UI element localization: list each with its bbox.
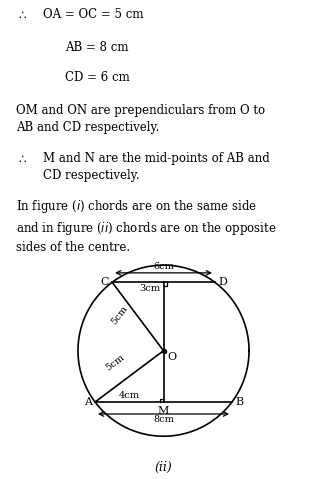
Text: A: A bbox=[84, 397, 92, 407]
Text: C: C bbox=[100, 277, 109, 287]
Text: 6cm: 6cm bbox=[153, 262, 174, 271]
Text: D: D bbox=[218, 277, 227, 287]
Text: O: O bbox=[167, 353, 176, 363]
Text: OA = OC = 5 cm: OA = OC = 5 cm bbox=[43, 8, 143, 21]
Text: $\therefore$: $\therefore$ bbox=[16, 152, 27, 165]
Text: 5cm: 5cm bbox=[104, 353, 126, 373]
Text: CD = 6 cm: CD = 6 cm bbox=[65, 71, 130, 84]
Text: M: M bbox=[158, 406, 169, 416]
Text: AB = 8 cm: AB = 8 cm bbox=[65, 41, 129, 54]
Text: B: B bbox=[235, 397, 244, 407]
Text: 3cm: 3cm bbox=[140, 284, 161, 293]
Text: (ii): (ii) bbox=[155, 460, 172, 474]
Text: OM and ON are prependiculars from O to
AB and CD respectively.: OM and ON are prependiculars from O to A… bbox=[16, 104, 266, 134]
Text: In figure ($i$) chords are on the same side
and in figure ($ii$) chords are on t: In figure ($i$) chords are on the same s… bbox=[16, 198, 277, 254]
Text: 4cm: 4cm bbox=[119, 391, 140, 400]
Text: M and N are the mid-points of AB and
CD respectively.: M and N are the mid-points of AB and CD … bbox=[43, 152, 269, 182]
Text: 8cm: 8cm bbox=[153, 415, 174, 424]
Text: $\therefore$: $\therefore$ bbox=[16, 8, 27, 21]
Text: 5cm: 5cm bbox=[110, 304, 129, 326]
